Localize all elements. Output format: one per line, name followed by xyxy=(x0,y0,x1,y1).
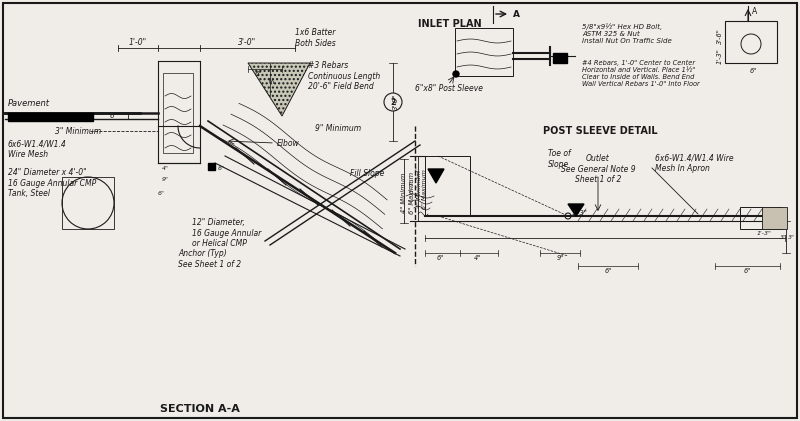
Text: 6"x8" Post Sleeve: 6"x8" Post Sleeve xyxy=(415,83,483,93)
Bar xyxy=(425,156,470,216)
Text: #3 Rebars
Continuous Length
20'-6" Field Bend: #3 Rebars Continuous Length 20'-6" Field… xyxy=(308,61,380,91)
Text: 1'-3": 1'-3" xyxy=(717,48,723,64)
Circle shape xyxy=(453,71,459,77)
Text: Elbow: Elbow xyxy=(277,139,300,147)
Bar xyxy=(762,207,787,229)
Text: 12" Diameter,
16 Gauge Annular
or Helical CMP: 12" Diameter, 16 Gauge Annular or Helica… xyxy=(192,218,262,248)
Text: 9": 9" xyxy=(556,255,564,261)
Bar xyxy=(62,177,114,229)
Bar xyxy=(208,163,215,170)
Bar xyxy=(8,113,93,121)
Text: 6": 6" xyxy=(158,190,165,195)
Text: 6": 6" xyxy=(110,113,118,119)
Bar xyxy=(163,73,193,153)
Bar xyxy=(725,21,777,63)
Text: 4" Minimum
6" Maximum: 4" Minimum 6" Maximum xyxy=(402,172,414,214)
Text: 3": 3" xyxy=(780,234,787,240)
Text: 3'-7": 3'-7" xyxy=(415,165,421,181)
Text: SECTION A-A: SECTION A-A xyxy=(160,404,240,414)
Bar xyxy=(740,207,782,229)
Text: Anchor (Typ)
See Sheet 1 of 2: Anchor (Typ) See Sheet 1 of 2 xyxy=(178,249,241,269)
Text: 6": 6" xyxy=(218,165,225,171)
Text: 4": 4" xyxy=(162,165,169,171)
Text: Pavement: Pavement xyxy=(8,99,50,107)
Text: 3": 3" xyxy=(270,75,276,83)
Text: Outlet
See General Note 9
Sheet 1 of 2: Outlet See General Note 9 Sheet 1 of 2 xyxy=(561,154,635,184)
Bar xyxy=(455,28,513,76)
Text: INLET PLAN: INLET PLAN xyxy=(418,19,482,29)
Text: 6": 6" xyxy=(604,268,612,274)
Bar xyxy=(553,53,567,63)
Text: 1'-0": 1'-0" xyxy=(129,37,147,46)
Text: #4 Rebars, 1'-0" Center to Center
Horizontal and Vertical. Place 1½"
Clear to In: #4 Rebars, 1'-0" Center to Center Horizo… xyxy=(582,59,700,87)
Text: 4" Minimum
6" Maximum: 4" Minimum 6" Maximum xyxy=(417,169,427,209)
Text: A: A xyxy=(513,10,520,19)
Text: 3'-6": 3'-6" xyxy=(717,28,723,44)
Text: 3'-7": 3'-7" xyxy=(410,179,414,193)
Text: Toe of
Slope: Toe of Slope xyxy=(548,149,570,169)
Text: 6": 6" xyxy=(750,68,758,74)
Text: 9" Minimum: 9" Minimum xyxy=(315,123,361,133)
Text: 24" Diameter x 4'-0"
16 Gauge Annular CMP
Tank, Steel: 24" Diameter x 4'-0" 16 Gauge Annular CM… xyxy=(8,168,96,198)
Text: 3": 3" xyxy=(788,234,795,240)
Text: 1'-3": 1'-3" xyxy=(757,231,772,235)
Text: 3" Minimum: 3" Minimum xyxy=(55,126,101,136)
Polygon shape xyxy=(248,63,310,116)
Text: 4": 4" xyxy=(474,255,482,261)
Circle shape xyxy=(384,93,402,111)
Text: 9": 9" xyxy=(162,176,169,181)
Text: A: A xyxy=(752,6,758,16)
Polygon shape xyxy=(568,204,584,216)
Text: 3'-0": 3'-0" xyxy=(238,37,256,46)
Polygon shape xyxy=(428,169,444,183)
Text: 1'-3": 1'-3" xyxy=(572,210,588,216)
Text: 3'-0": 3'-0" xyxy=(393,94,399,110)
Text: 6": 6" xyxy=(436,255,444,261)
Text: 6": 6" xyxy=(743,268,750,274)
Text: 2: 2 xyxy=(390,98,396,107)
Text: Fill Slope: Fill Slope xyxy=(350,168,384,178)
Text: 5/8"x9½" Hex HD Bolt,
ASTM 325 & Nut
Install Nut On Traffic Side: 5/8"x9½" Hex HD Bolt, ASTM 325 & Nut Ins… xyxy=(582,24,672,44)
Text: 6x6-W1.4/W1.4 Wire
Mesh In Apron: 6x6-W1.4/W1.4 Wire Mesh In Apron xyxy=(655,153,734,173)
Text: 6x6-W1.4/W1.4
Wire Mesh: 6x6-W1.4/W1.4 Wire Mesh xyxy=(8,139,66,159)
Text: 6": 6" xyxy=(255,71,262,77)
Text: 1x6 Batter
Both Sides: 1x6 Batter Both Sides xyxy=(295,28,336,48)
Text: POST SLEEVE DETAIL: POST SLEEVE DETAIL xyxy=(543,126,658,136)
